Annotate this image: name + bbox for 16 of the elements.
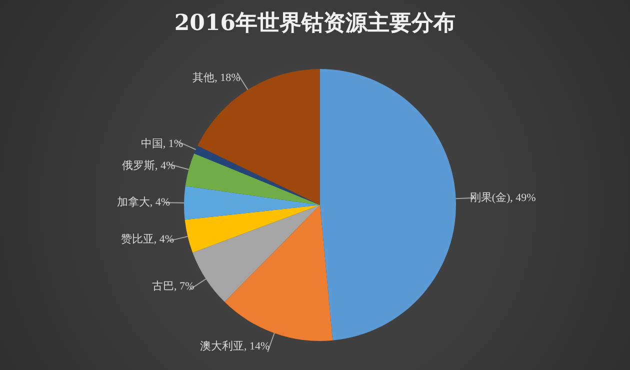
pie-slice [320, 69, 456, 340]
pie-slice [184, 186, 320, 220]
slice-label: 中国, 1% [140, 136, 184, 150]
pie-slice [184, 205, 320, 253]
pie-slice [194, 146, 320, 205]
slice-label: 其他, 18% [192, 70, 240, 84]
slice-label: 俄罗斯, 4% [122, 158, 176, 172]
pie-slice [185, 153, 320, 205]
pie-slice [192, 205, 320, 302]
slice-label: 加拿大, 4% [116, 196, 170, 209]
pie-slice [224, 205, 333, 341]
chart-title: 2016年世界钴资源主要分布 [173, 9, 457, 38]
slice-label: 古巴, 7% [152, 280, 194, 293]
slice-label: 赞比亚, 4% [120, 232, 174, 246]
slice-label: 澳大利亚, 14% [200, 339, 270, 352]
slice-label: 刚果(金), 49% [470, 192, 536, 204]
